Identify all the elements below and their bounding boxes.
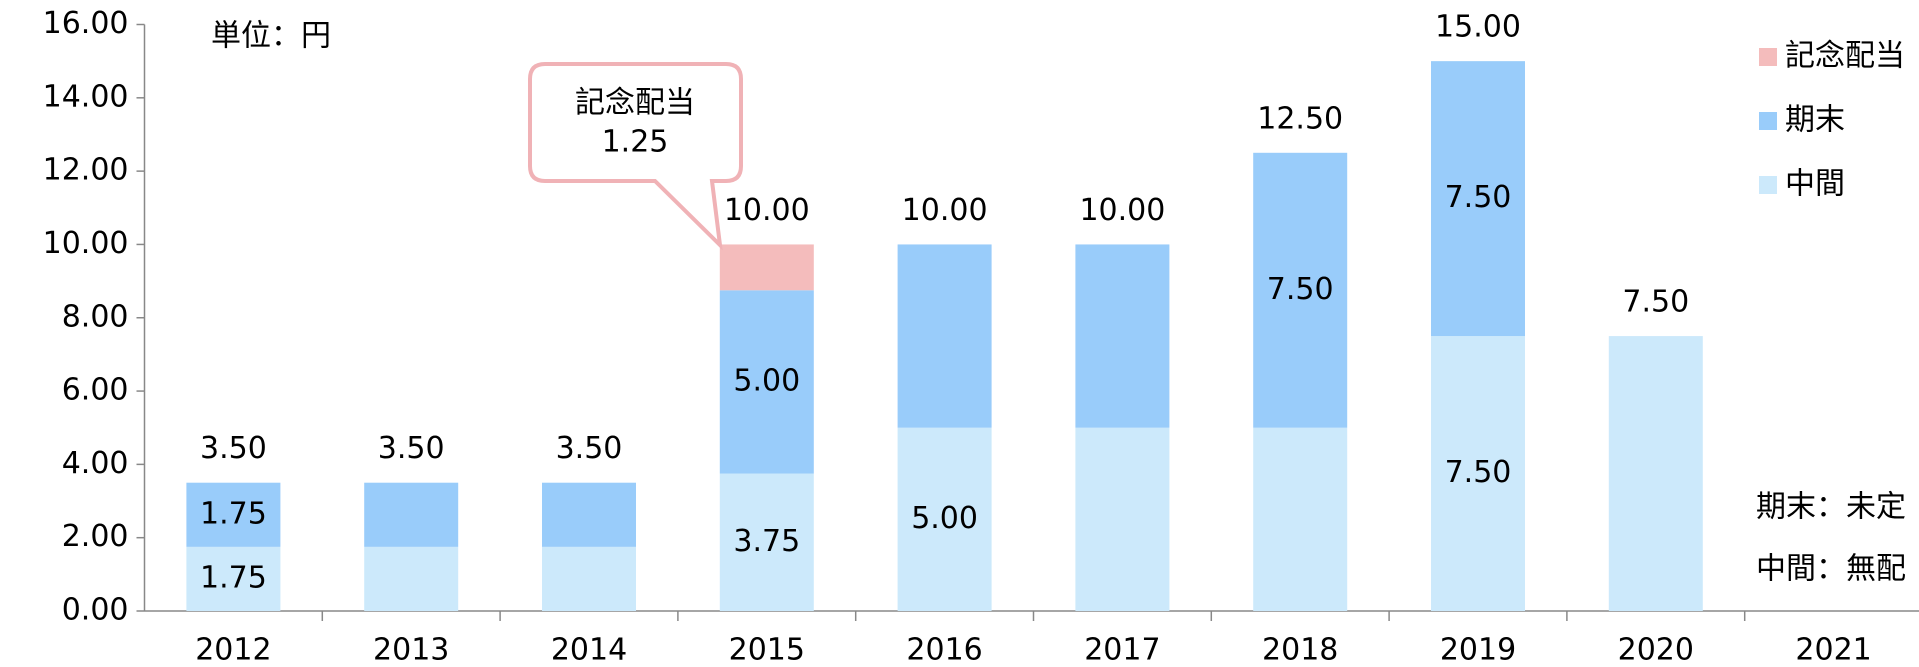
- unit-label: 単位：円: [211, 19, 331, 54]
- y-tick-label: 16.00: [43, 6, 129, 41]
- bar-segment: [1253, 427, 1348, 611]
- total-label: 3.50: [200, 431, 267, 466]
- bar-segment: [1431, 61, 1525, 337]
- legend-swatch: [1759, 112, 1777, 130]
- bar-segment: [1253, 152, 1348, 428]
- bar-segment: [1075, 244, 1170, 428]
- value-label: 5.00: [911, 501, 978, 536]
- value-label: 7.50: [1445, 455, 1512, 490]
- value-label: 3.75: [733, 524, 800, 559]
- callout-text: 1.25: [602, 125, 669, 160]
- y-tick-label: 8.00: [62, 299, 129, 334]
- bar-segment: [719, 473, 814, 611]
- total-label: 10.00: [902, 193, 988, 228]
- x-tick-label: 2019: [1440, 633, 1516, 667]
- value-label: 5.00: [733, 363, 800, 398]
- x-tick-label: 2012: [195, 633, 271, 667]
- x-tick-label: 2017: [1084, 633, 1160, 667]
- value-label: 1.75: [200, 496, 267, 531]
- legend-label: 中間: [1785, 167, 1845, 202]
- note: 中間：無配: [1756, 552, 1906, 587]
- value-label: 7.50: [1445, 180, 1512, 215]
- bar-segment: [542, 546, 636, 611]
- bar-segment: [1431, 336, 1525, 611]
- bar-segment: [186, 546, 281, 611]
- y-tick-label: 2.00: [62, 519, 129, 554]
- plot: 0.00 2.00 4.00 6.00 8.00 10.00 12.00 14.00 16.00…: [43, 6, 1919, 667]
- value-label: 1.75: [200, 560, 267, 595]
- bar-segment: [719, 244, 814, 291]
- y-tick-label: 14.00: [43, 79, 129, 114]
- total-label: 10.00: [724, 193, 810, 228]
- legend-swatch: [1759, 48, 1777, 66]
- bar-segment: [897, 427, 992, 611]
- callout: 記念配当 1.25: [528, 62, 743, 251]
- legend-label: 期末: [1785, 103, 1845, 138]
- x-tick-label: 2015: [729, 633, 805, 667]
- x-tick-label: 2020: [1618, 633, 1694, 667]
- total-label: 7.50: [1622, 285, 1689, 320]
- bar-segment: [1075, 427, 1170, 611]
- legend-swatch: [1759, 176, 1777, 194]
- callout-text: 記念配当: [575, 86, 695, 121]
- y-tick-label: 0.00: [62, 593, 129, 628]
- bar-segment: [186, 482, 281, 547]
- callout-box: [528, 62, 743, 251]
- total-label: 12.50: [1257, 101, 1343, 136]
- x-tick-label: 2021: [1795, 633, 1871, 667]
- y-tick-label: 6.00: [62, 373, 129, 408]
- y-tick-label: 4.00: [62, 446, 129, 481]
- x-tick-label: 2013: [373, 633, 449, 667]
- total-label: 10.00: [1079, 193, 1165, 228]
- bar-segment: [364, 482, 459, 547]
- x-tick-label: 2016: [906, 633, 982, 667]
- x-tick-label: 2018: [1262, 633, 1338, 667]
- y-tick-label: 12.00: [43, 153, 129, 188]
- bar-segment: [364, 546, 459, 611]
- bar-segment: [897, 244, 992, 428]
- bar-segment: [542, 482, 636, 547]
- x-tick-label: 2014: [551, 633, 627, 667]
- bar-segment: [1608, 336, 1703, 611]
- total-label: 15.00: [1435, 10, 1521, 45]
- total-label: 3.50: [378, 431, 445, 466]
- bar-segment: [719, 290, 814, 474]
- note: 期末：未定: [1756, 490, 1906, 525]
- total-label: 3.50: [556, 431, 623, 466]
- y-tick-label: 10.00: [43, 226, 129, 261]
- legend-label: 記念配当: [1785, 39, 1905, 74]
- value-label: 7.50: [1267, 272, 1334, 307]
